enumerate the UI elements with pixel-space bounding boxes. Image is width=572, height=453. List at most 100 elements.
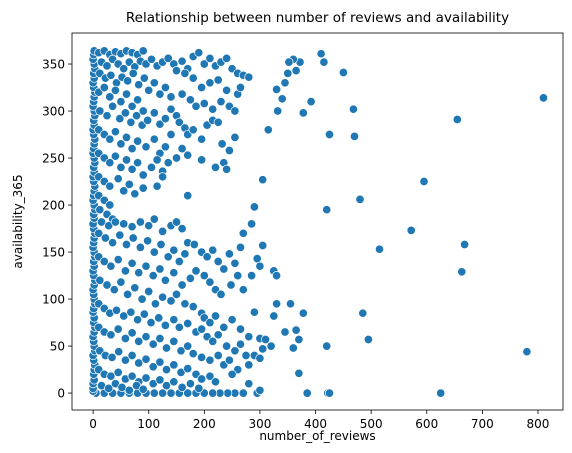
data-point (119, 64, 129, 74)
data-point (249, 307, 259, 317)
data-point (208, 245, 218, 255)
data-point (148, 339, 158, 349)
data-point (127, 222, 137, 232)
data-point (156, 239, 166, 250)
data-point (108, 101, 118, 111)
data-point (197, 82, 207, 93)
data-point (191, 101, 201, 111)
y-tick-label: 150 (42, 246, 65, 260)
data-point (146, 318, 156, 328)
data-point (222, 53, 232, 63)
data-point (419, 176, 429, 187)
data-point (134, 80, 144, 90)
data-point (106, 330, 116, 340)
data-point (116, 162, 126, 172)
data-point (277, 94, 287, 104)
data-point (149, 247, 159, 257)
data-point (158, 226, 168, 236)
data-point (163, 252, 173, 262)
y-tick-label: 0 (57, 387, 65, 401)
data-point (230, 106, 240, 116)
data-point (216, 289, 226, 299)
data-point (141, 354, 151, 364)
data-point (284, 57, 294, 67)
data-point (121, 89, 132, 99)
data-point (197, 134, 207, 144)
data-point (202, 252, 212, 262)
data-point (205, 355, 215, 365)
data-point (169, 377, 179, 387)
data-point (188, 302, 198, 312)
data-point (127, 350, 137, 361)
data-point (457, 267, 467, 277)
data-point (285, 299, 296, 309)
data-point (273, 106, 283, 116)
data-point (177, 89, 187, 99)
data-point (374, 244, 385, 254)
data-point (169, 336, 179, 346)
data-point (152, 155, 162, 165)
data-point (113, 367, 123, 377)
data-point (133, 315, 143, 325)
data-point (238, 228, 248, 238)
data-point (183, 318, 193, 329)
data-point (120, 355, 130, 365)
data-point (133, 136, 143, 146)
data-point (111, 305, 122, 315)
y-tick-label: 50 (50, 340, 65, 354)
data-point (188, 73, 198, 83)
data-point (358, 308, 368, 318)
data-point (294, 368, 304, 378)
data-point (247, 271, 257, 281)
data-point (227, 315, 237, 325)
data-point (166, 92, 176, 102)
data-point (134, 358, 144, 368)
data-point (134, 336, 144, 346)
data-point (110, 217, 120, 227)
data-point (115, 114, 125, 124)
data-point (183, 150, 193, 160)
data-point (120, 266, 130, 276)
data-point (127, 371, 137, 381)
data-point (258, 240, 268, 251)
data-point (138, 170, 148, 180)
x-tick-label: 700 (471, 417, 494, 431)
data-point (95, 205, 105, 215)
data-point (322, 341, 332, 351)
data-point (133, 158, 143, 168)
data-point (113, 174, 123, 184)
data-point (114, 347, 124, 357)
data-point (177, 224, 187, 234)
data-point (138, 106, 148, 116)
data-point (116, 277, 126, 287)
data-point (99, 256, 109, 267)
data-point (116, 97, 126, 107)
data-point (177, 144, 187, 154)
data-point (126, 307, 136, 317)
data-point (127, 101, 137, 111)
data-point (105, 158, 115, 168)
data-point (127, 328, 137, 338)
data-point (121, 239, 132, 250)
data-point (155, 89, 165, 99)
data-point (120, 108, 130, 118)
data-point (258, 175, 268, 185)
data-point (105, 92, 115, 102)
data-point (217, 139, 227, 149)
data-point (155, 357, 165, 367)
data-point (139, 309, 149, 319)
data-point (174, 322, 184, 332)
data-point (149, 78, 159, 88)
data-point (199, 59, 209, 69)
data-point (123, 289, 133, 299)
data-point (119, 219, 129, 229)
data-point (121, 132, 132, 142)
data-point (138, 384, 148, 394)
data-point (224, 145, 234, 156)
data-point (219, 322, 229, 332)
data-point (255, 353, 265, 363)
data-point (163, 158, 173, 168)
data-point (158, 292, 168, 302)
data-point (169, 245, 179, 255)
data-point (216, 97, 226, 107)
